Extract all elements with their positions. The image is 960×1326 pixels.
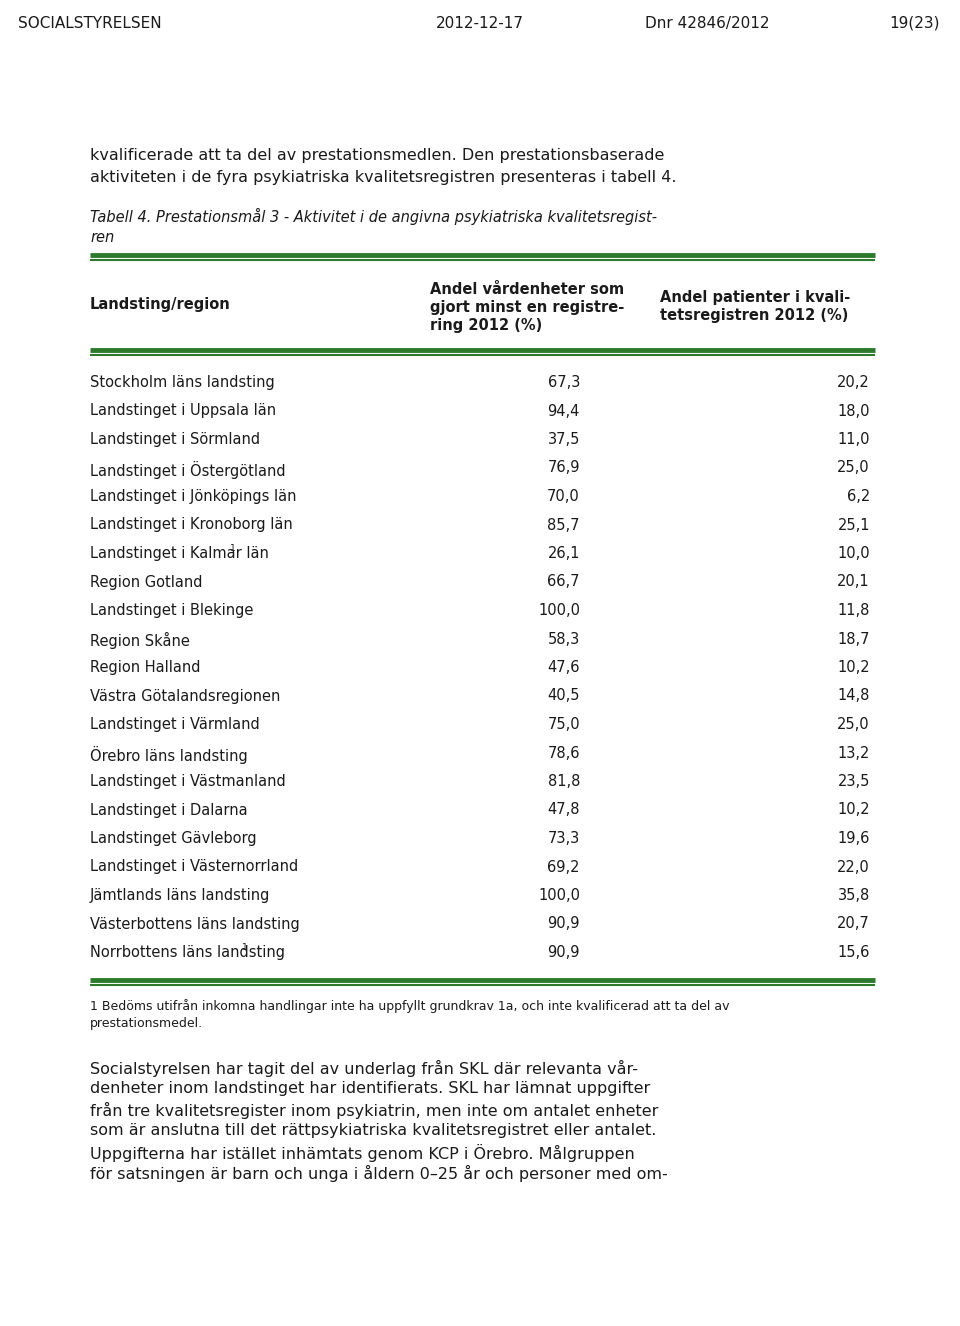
Text: från tre kvalitetsregister inom psykiatrin, men inte om antalet enheter: från tre kvalitetsregister inom psykiatr… xyxy=(90,1102,659,1119)
Text: 1: 1 xyxy=(242,943,248,952)
Text: 2012-12-17: 2012-12-17 xyxy=(436,16,524,30)
Text: 25,0: 25,0 xyxy=(837,717,870,732)
Text: 6,2: 6,2 xyxy=(847,489,870,504)
Text: 75,0: 75,0 xyxy=(547,717,580,732)
Text: Västra Götalandsregionen: Västra Götalandsregionen xyxy=(90,688,280,704)
Text: 10,2: 10,2 xyxy=(837,660,870,675)
Text: 10,0: 10,0 xyxy=(837,546,870,561)
Text: 100,0: 100,0 xyxy=(538,888,580,903)
Text: 73,3: 73,3 xyxy=(548,831,580,846)
Text: Landstinget Gävleborg: Landstinget Gävleborg xyxy=(90,831,256,846)
Text: 1 Bedöms utifrån inkomna handlingar inte ha uppfyllt grundkrav 1a, och inte kval: 1 Bedöms utifrån inkomna handlingar inte… xyxy=(90,1000,730,1013)
Text: 14,8: 14,8 xyxy=(838,688,870,704)
Text: Landstinget i Uppsala län: Landstinget i Uppsala län xyxy=(90,403,276,419)
Text: Landstinget i Blekinge: Landstinget i Blekinge xyxy=(90,603,253,618)
Text: Landstinget i Västmanland: Landstinget i Västmanland xyxy=(90,774,286,789)
Text: 58,3: 58,3 xyxy=(548,631,580,647)
Text: Tabell 4. Prestationsmål 3 - Aktivitet i de angivna psykiatriska kvalitetsregist: Tabell 4. Prestationsmål 3 - Aktivitet i… xyxy=(90,208,657,225)
Text: ren: ren xyxy=(90,229,114,245)
Text: gjort minst en registre-: gjort minst en registre- xyxy=(430,300,624,316)
Text: Socialstyrelsen har tagit del av underlag från SKL där relevanta vår-: Socialstyrelsen har tagit del av underla… xyxy=(90,1059,638,1077)
Text: Dnr 42846/2012: Dnr 42846/2012 xyxy=(645,16,770,30)
Text: 15,6: 15,6 xyxy=(838,945,870,960)
Text: Landstinget i Jönköpings län: Landstinget i Jönköpings län xyxy=(90,489,297,504)
Text: Jämtlands läns landsting: Jämtlands läns landsting xyxy=(90,888,271,903)
Text: 10,2: 10,2 xyxy=(837,802,870,818)
Text: Landstinget i Västernorrland: Landstinget i Västernorrland xyxy=(90,859,299,875)
Text: Region Skåne: Region Skåne xyxy=(90,631,190,648)
Text: Andel vårdenheter som: Andel vårdenheter som xyxy=(430,282,624,297)
Text: Landstinget i Dalarna: Landstinget i Dalarna xyxy=(90,802,248,818)
Text: 25,1: 25,1 xyxy=(837,517,870,533)
Text: Region Gotland: Region Gotland xyxy=(90,574,203,590)
Text: 94,4: 94,4 xyxy=(547,403,580,419)
Text: 69,2: 69,2 xyxy=(547,859,580,875)
Text: 13,2: 13,2 xyxy=(838,745,870,761)
Text: 67,3: 67,3 xyxy=(547,375,580,390)
Text: denheter inom landstinget har identifierats. SKL har lämnat uppgifter: denheter inom landstinget har identifier… xyxy=(90,1081,650,1095)
Text: 100,0: 100,0 xyxy=(538,603,580,618)
Text: 90,9: 90,9 xyxy=(547,945,580,960)
Text: prestationsmedel.: prestationsmedel. xyxy=(90,1017,204,1029)
Text: Uppgifterna har istället inhämtats genom KCP i Örebro. Målgruppen: Uppgifterna har istället inhämtats genom… xyxy=(90,1143,635,1162)
Text: 47,6: 47,6 xyxy=(547,660,580,675)
Text: 18,7: 18,7 xyxy=(837,631,870,647)
Text: 26,1: 26,1 xyxy=(547,546,580,561)
Text: 40,5: 40,5 xyxy=(547,688,580,704)
Text: Landstinget i Kronoborg län: Landstinget i Kronoborg län xyxy=(90,517,293,533)
Text: 76,9: 76,9 xyxy=(547,460,580,476)
Text: kvalificerade att ta del av prestationsmedlen. Den prestationsbaserade: kvalificerade att ta del av prestationsm… xyxy=(90,149,664,163)
Text: Landsting/region: Landsting/region xyxy=(90,297,230,312)
Text: 81,8: 81,8 xyxy=(547,774,580,789)
Text: 90,9: 90,9 xyxy=(547,916,580,931)
Text: 25,0: 25,0 xyxy=(837,460,870,476)
Text: 66,7: 66,7 xyxy=(547,574,580,590)
Text: 37,5: 37,5 xyxy=(547,432,580,447)
Text: Landstinget i Östergötland: Landstinget i Östergötland xyxy=(90,460,286,479)
Text: aktiviteten i de fyra psykiatriska kvalitetsregistren presenteras i tabell 4.: aktiviteten i de fyra psykiatriska kvali… xyxy=(90,170,677,186)
Text: 11,0: 11,0 xyxy=(837,432,870,447)
Text: 20,1: 20,1 xyxy=(837,574,870,590)
Text: Region Halland: Region Halland xyxy=(90,660,201,675)
Text: som är anslutna till det rättpsykiatriska kvalitetsregistret eller antalet.: som är anslutna till det rättpsykiatrisk… xyxy=(90,1123,657,1138)
Text: 19,6: 19,6 xyxy=(838,831,870,846)
Text: 35,8: 35,8 xyxy=(838,888,870,903)
Text: Landstinget i Värmland: Landstinget i Värmland xyxy=(90,717,260,732)
Text: ring 2012 (%): ring 2012 (%) xyxy=(430,318,542,333)
Text: 22,0: 22,0 xyxy=(837,859,870,875)
Text: 19(23): 19(23) xyxy=(890,16,940,30)
Text: 18,0: 18,0 xyxy=(837,403,870,419)
Text: 1: 1 xyxy=(230,544,236,553)
Text: 78,6: 78,6 xyxy=(547,745,580,761)
Text: Norrbottens läns landsting: Norrbottens läns landsting xyxy=(90,945,285,960)
Text: 47,8: 47,8 xyxy=(547,802,580,818)
Text: 85,7: 85,7 xyxy=(547,517,580,533)
Text: 70,0: 70,0 xyxy=(547,489,580,504)
Text: SOCIALSTYRELSEN: SOCIALSTYRELSEN xyxy=(18,16,161,30)
Text: Andel patienter i kvali-: Andel patienter i kvali- xyxy=(660,290,851,305)
Text: Västerbottens läns landsting: Västerbottens läns landsting xyxy=(90,916,300,931)
Text: Stockholm läns landsting: Stockholm läns landsting xyxy=(90,375,275,390)
Text: 20,7: 20,7 xyxy=(837,916,870,931)
Text: för satsningen är barn och unga i åldern 0–25 år och personer med om-: för satsningen är barn och unga i åldern… xyxy=(90,1164,668,1181)
Text: 23,5: 23,5 xyxy=(838,774,870,789)
Text: Örebro läns landsting: Örebro läns landsting xyxy=(90,745,248,764)
Text: 20,2: 20,2 xyxy=(837,375,870,390)
Text: Landstinget i Sörmland: Landstinget i Sörmland xyxy=(90,432,260,447)
Text: Landstinget i Kalmar län: Landstinget i Kalmar län xyxy=(90,546,269,561)
Text: tetsregistren 2012 (%): tetsregistren 2012 (%) xyxy=(660,308,849,324)
Text: 11,8: 11,8 xyxy=(838,603,870,618)
